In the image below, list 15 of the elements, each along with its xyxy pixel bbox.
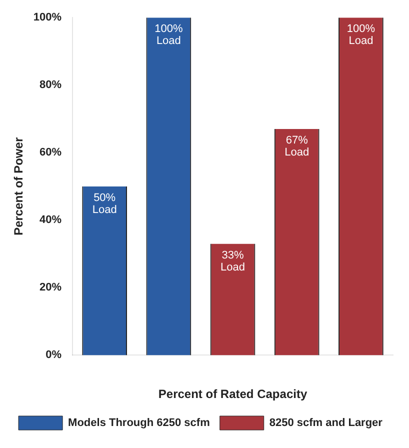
data-label: 50% Load [92,192,117,216]
y-tick-label: 20% [40,282,62,294]
y-tick-label: 40% [40,214,62,226]
y-tick-label: 60% [40,146,62,159]
y-tick-label: 0% [46,349,62,362]
x-axis-title: Percent of Rated Capacity [158,387,308,402]
data-label: 100% Load [346,23,376,48]
y-tick-label: 80% [40,79,62,92]
legend-label: Models Through 6250 scfm [68,417,210,430]
legend-label: 8250 scfm and Larger [269,417,384,430]
data-label: 100% Load [154,23,183,48]
y-axis-title: Percent of Power [12,137,26,236]
data-label: 33% Load [220,249,246,274]
data-label: 67% Load [284,134,310,159]
y-tick-label: 100% [33,12,62,24]
